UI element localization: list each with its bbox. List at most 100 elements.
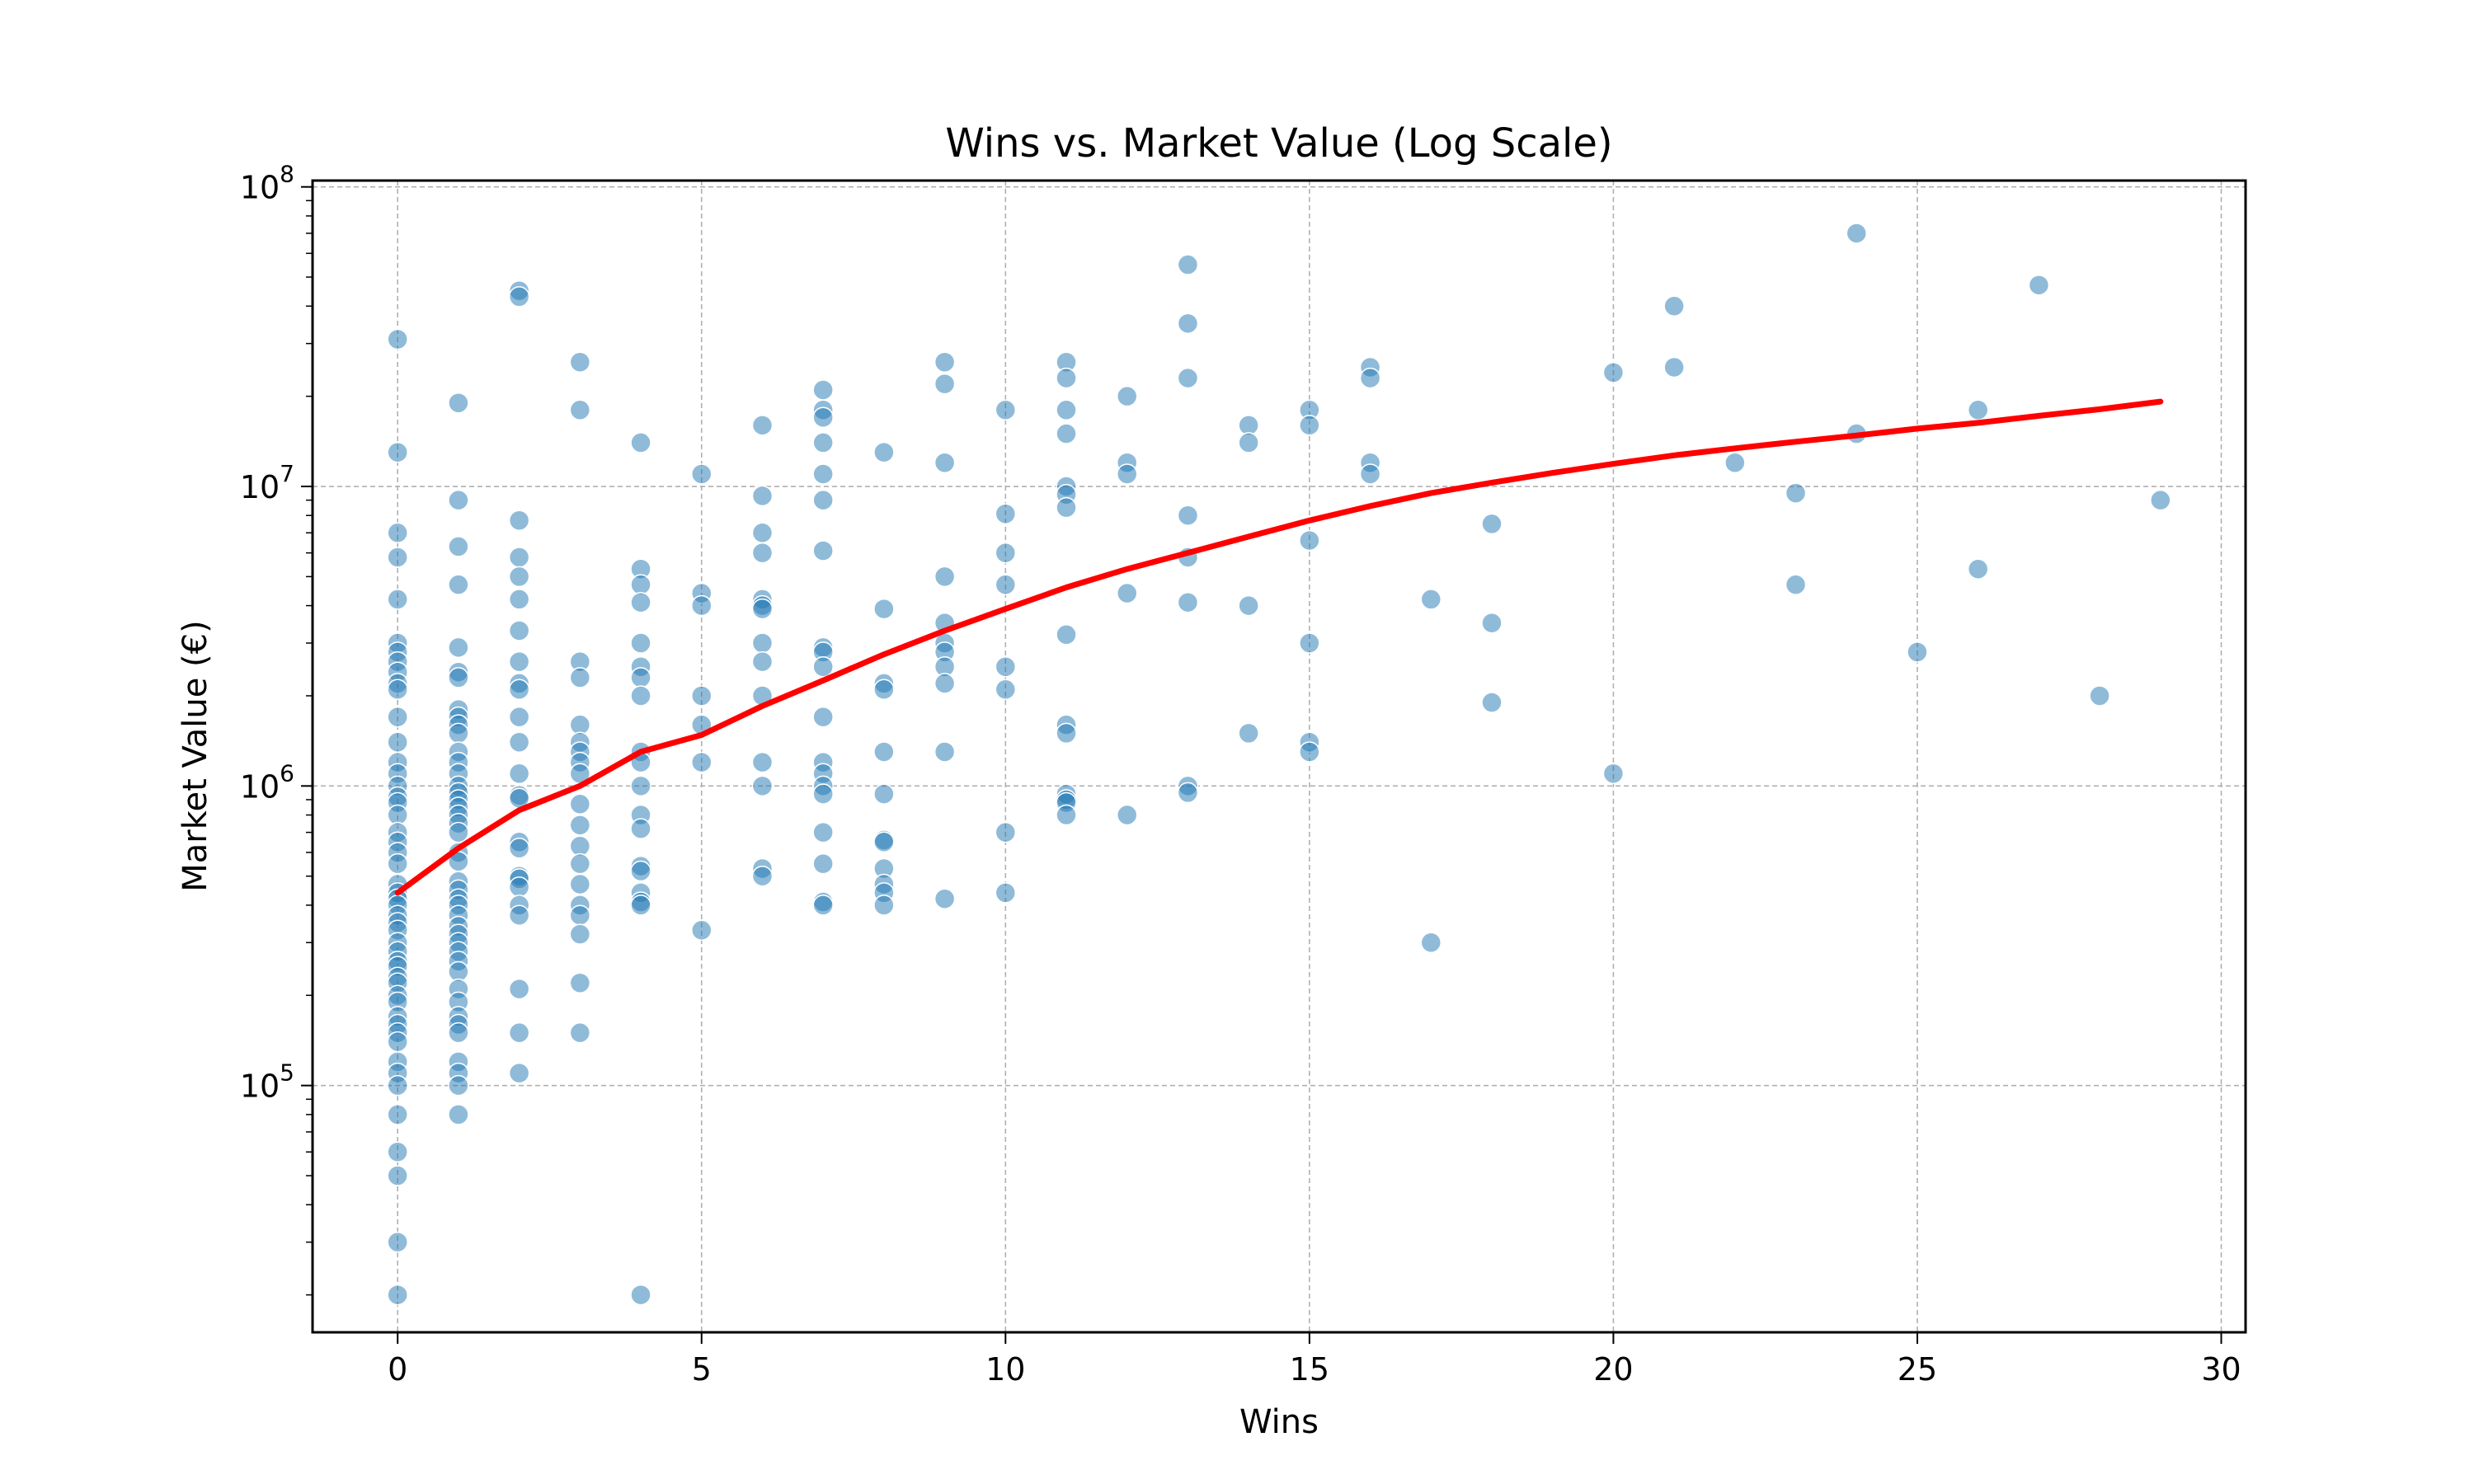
data-point <box>812 895 834 916</box>
data-point <box>508 566 530 588</box>
data-point <box>1359 367 1381 389</box>
data-point <box>812 656 834 678</box>
data-point <box>387 679 408 701</box>
data-point <box>630 667 651 688</box>
plot-frame <box>311 179 2247 1334</box>
data-point <box>1238 594 1259 617</box>
data-point <box>934 373 956 395</box>
data-point <box>995 542 1017 564</box>
data-point <box>1907 641 1928 663</box>
data-point <box>873 831 895 853</box>
data-point <box>690 751 713 773</box>
x-tick-label: 25 <box>1898 1351 1937 1388</box>
data-point <box>508 763 530 785</box>
data-point <box>448 536 469 557</box>
data-point <box>873 598 895 620</box>
chart-title: Wins vs. Market Value (Log Scale) <box>945 120 1612 167</box>
data-point <box>387 1104 408 1125</box>
data-point <box>690 463 713 485</box>
trend-line-layer <box>394 398 2164 896</box>
data-point <box>1238 432 1259 453</box>
data-point <box>387 1141 408 1163</box>
data-point <box>812 706 834 728</box>
data-point <box>690 685 713 707</box>
data-point <box>569 904 591 926</box>
data-point <box>387 522 408 544</box>
data-point <box>1177 591 1199 613</box>
data-point <box>934 452 956 474</box>
data-point <box>1481 692 1503 713</box>
data-point <box>751 542 774 564</box>
data-point <box>1724 452 1746 474</box>
data-point <box>448 722 469 744</box>
data-point <box>995 574 1017 595</box>
data-point <box>508 547 530 568</box>
data-point <box>448 1074 469 1097</box>
data-point <box>873 783 895 805</box>
data-point <box>508 904 530 926</box>
data-point <box>995 882 1017 904</box>
data-point <box>508 1021 530 1044</box>
x-tick-label: 30 <box>2201 1351 2241 1388</box>
data-point <box>1663 295 1685 317</box>
data-point <box>387 328 408 350</box>
data-point <box>569 873 591 895</box>
data-point <box>508 650 530 673</box>
data-point <box>751 775 774 797</box>
data-point <box>508 679 530 701</box>
data-point <box>1056 722 1077 744</box>
data-point <box>448 821 469 843</box>
data-point <box>508 620 530 641</box>
data-point <box>387 589 408 610</box>
data-point <box>630 775 651 797</box>
data-point <box>448 392 469 414</box>
data-point <box>1238 722 1259 744</box>
data-point <box>630 432 651 453</box>
data-point <box>1056 423 1077 444</box>
data-point <box>751 650 774 673</box>
data-point <box>448 636 469 659</box>
data-point <box>1785 574 1807 595</box>
data-point <box>751 751 774 773</box>
x-tick-label: 0 <box>388 1351 407 1388</box>
data-point <box>1116 804 1138 826</box>
data-point <box>387 1031 408 1053</box>
data-point <box>995 656 1017 678</box>
data-point <box>387 731 408 753</box>
data-point <box>508 286 530 308</box>
data-point <box>387 1074 408 1097</box>
data-point <box>508 876 530 898</box>
x-axis-label: Wins <box>1239 1403 1319 1441</box>
data-point <box>1177 312 1199 335</box>
data-point <box>1967 558 1989 580</box>
data-point <box>751 598 774 620</box>
data-point <box>387 706 408 728</box>
data-point <box>448 1021 469 1044</box>
x-tick-label: 20 <box>1593 1351 1633 1388</box>
data-point <box>387 852 408 875</box>
data-point <box>630 895 651 916</box>
data-point <box>1177 367 1199 389</box>
data-point <box>690 594 713 617</box>
data-point <box>508 510 530 532</box>
data-point <box>448 1104 469 1125</box>
data-point <box>569 399 591 421</box>
data-point <box>751 865 774 887</box>
data-point <box>812 852 834 875</box>
data-point <box>1481 612 1503 634</box>
data-point <box>1177 782 1199 804</box>
data-point <box>690 919 713 942</box>
data-point <box>1056 399 1077 421</box>
y-axis-label: Market Value (€) <box>176 620 214 891</box>
data-point <box>812 821 834 843</box>
data-point <box>1420 589 1442 610</box>
data-point <box>630 591 651 613</box>
data-point <box>812 432 834 453</box>
trend-line <box>394 398 2164 896</box>
data-point <box>873 679 895 701</box>
data-point <box>934 351 956 373</box>
data-point <box>1056 804 1077 826</box>
data-point <box>751 485 774 507</box>
data-point <box>508 838 530 859</box>
